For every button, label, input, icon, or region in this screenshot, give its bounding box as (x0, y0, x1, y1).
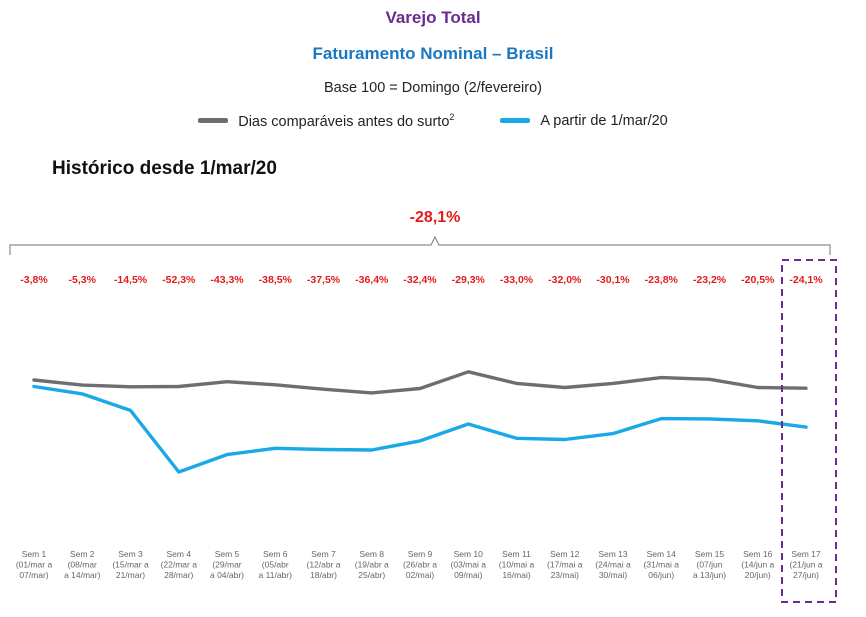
x-tick-label: Sem 6 (05/abr a 11/abr) (259, 549, 293, 580)
x-tick-label: Sem 14 (31/mai a 06/jun) (644, 549, 680, 580)
series-line-comparaveis (32, 370, 808, 395)
x-tick-label: Sem 7 (12/abr a 18/abr) (306, 549, 340, 580)
section-title: Histórico desde 1/mar/20 (52, 158, 277, 179)
x-tick-label: Sem 8 (19/abr a 25/abr) (355, 549, 389, 580)
pct-label: -38,5% (259, 274, 293, 286)
legend-item-comparaveis: Dias comparáveis antes do surto2 (198, 112, 454, 130)
legend-label-partir: A partir de 1/mar/20 (540, 112, 668, 129)
x-tick-label: Sem 4 (22/mar a 28/mar) (161, 549, 198, 580)
pct-label: -29,3% (452, 274, 486, 286)
pct-label: -32,4% (403, 274, 437, 286)
pct-label: -52,3% (162, 274, 196, 286)
x-tick-label: Sem 16 (14/jun a 20/jun) (741, 549, 774, 580)
x-tick-label: Sem 17 (21/jun a 27/jun) (789, 549, 822, 580)
x-tick-label: Sem 11 (10/mai a 16/mai) (499, 549, 535, 580)
x-tick-label: Sem 1 (01/mar a 07/mar) (16, 549, 53, 580)
base-note: Base 100 = Domingo (2/fevereiro) (323, 80, 543, 96)
x-tick-label: Sem 12 (17/mai a 23/mai) (547, 549, 583, 580)
series-line-partir (32, 384, 808, 474)
chart-subtitle: Faturamento Nominal – Brasil (312, 44, 554, 63)
pct-label: -3,8% (20, 274, 48, 286)
pct-label: -14,5% (114, 274, 148, 286)
pct-label: -20,5% (741, 274, 775, 286)
x-tick-label: Sem 13 (24/mai a 30/mai) (595, 549, 631, 580)
legend-swatch-gray (198, 118, 229, 124)
chart-title: Varejo Total (385, 8, 481, 27)
pct-label: -23,8% (645, 274, 679, 286)
pct-label: -43,3% (210, 274, 244, 286)
x-tick-label: Sem 3 (15/mar a 21/mar) (112, 549, 149, 580)
pct-label: -33,0% (500, 274, 534, 286)
pct-label: -5,3% (69, 274, 97, 286)
pct-label: -24,1% (789, 274, 823, 286)
pct-label: -37,5% (307, 274, 341, 286)
total-label: -28,1% (410, 209, 461, 226)
pct-label: -36,4% (355, 274, 389, 286)
x-tick-label: Sem 10 (03/mai a 09/mai) (451, 549, 487, 580)
total-bracket (9, 235, 831, 255)
legend-swatch-blue (500, 118, 531, 124)
highlight-box (781, 259, 837, 603)
pct-label: -23,2% (693, 274, 727, 286)
x-tick-label: Sem 2 (08/mar a 14/mar) (64, 549, 101, 580)
legend: Dias comparáveis antes do surto2 A parti… (0, 112, 866, 130)
legend-label-comparaveis: Dias comparáveis antes do surto2 (238, 112, 455, 130)
x-tick-label: Sem 15 (07/jun a 13/jun) (693, 549, 726, 580)
x-tick-label: Sem 9 (26/abr a 02/mai) (403, 549, 437, 580)
legend-item-partir: A partir de 1/mar/20 (500, 112, 668, 129)
x-tick-label: Sem 5 (29/mar a 04/abr) (210, 549, 244, 580)
pct-label: -30,1% (596, 274, 630, 286)
pct-label: -32,0% (548, 274, 582, 286)
